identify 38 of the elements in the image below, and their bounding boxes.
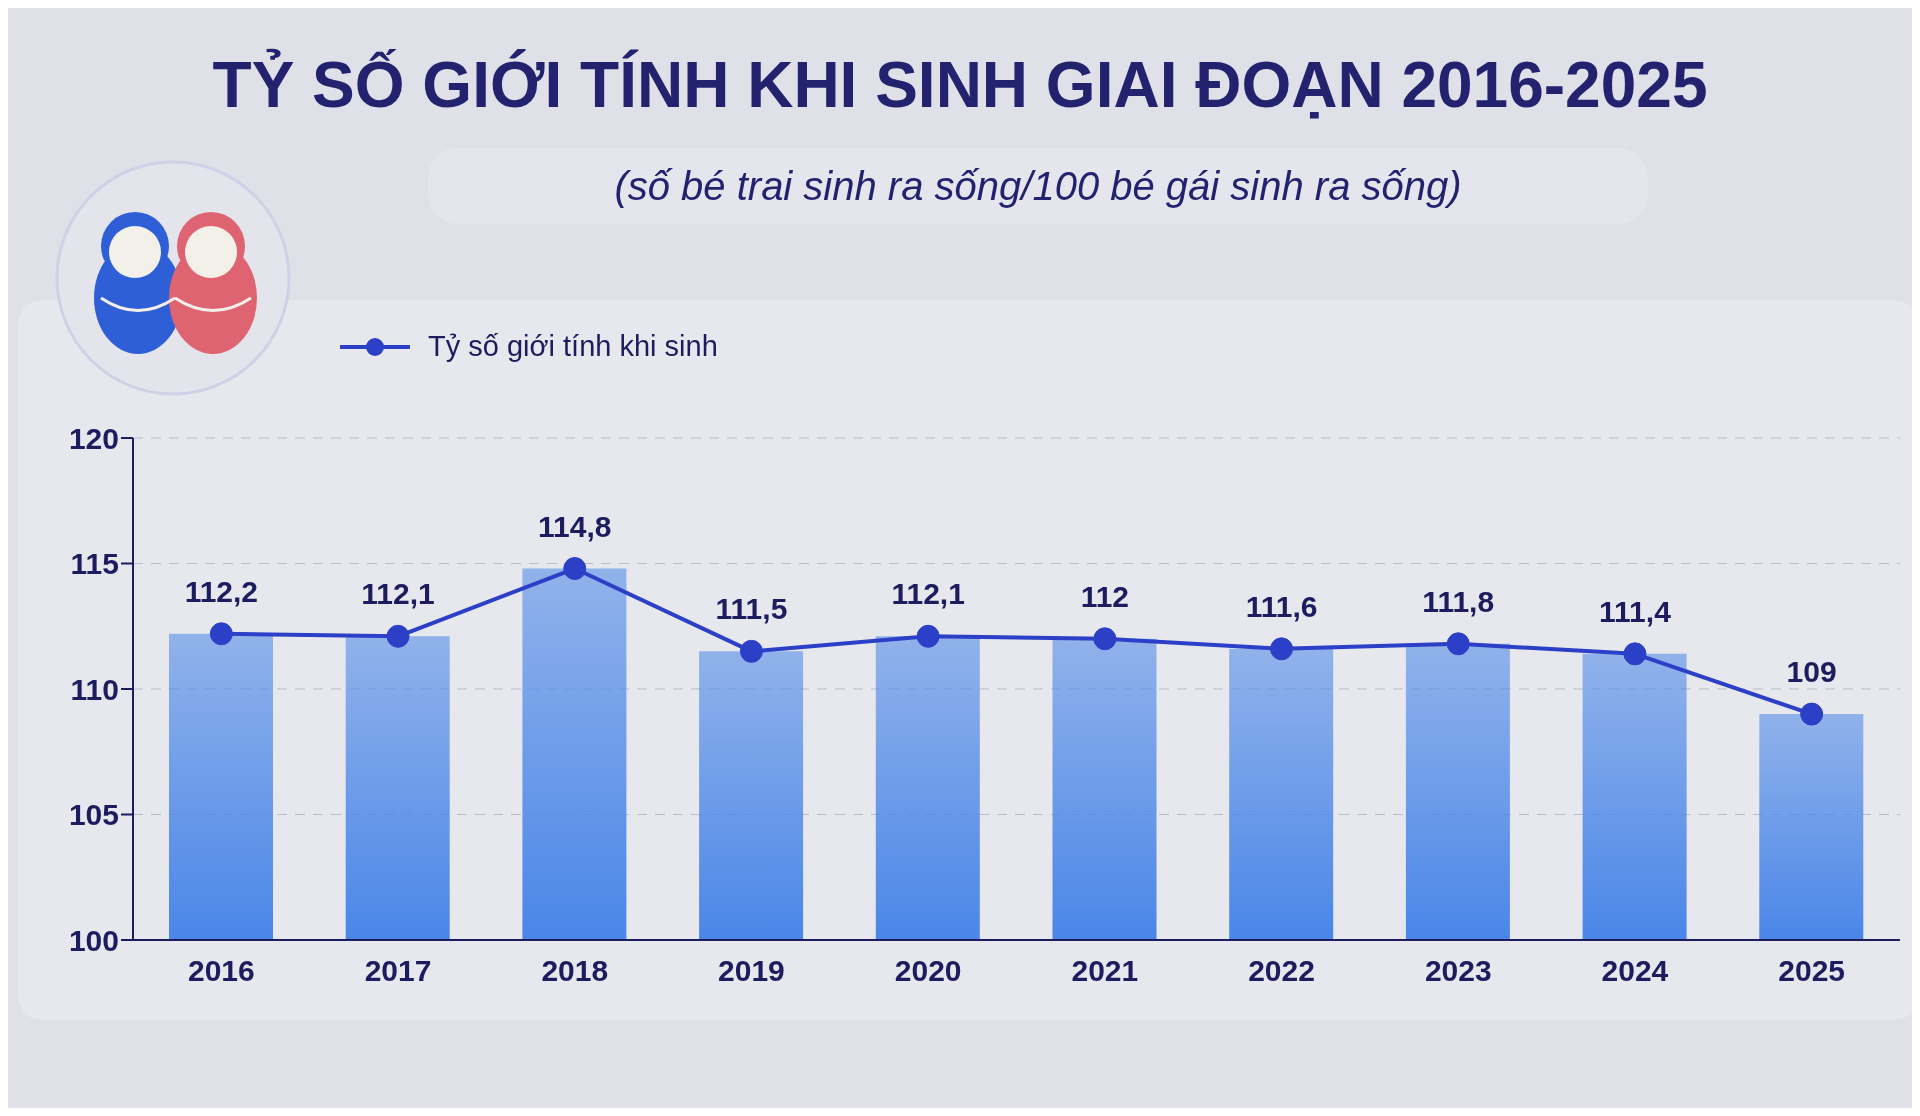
x-tick-label: 2020 [894,954,962,988]
data-label: 109 [1786,655,1837,689]
point [386,624,410,648]
data-label: 114,8 [538,509,612,543]
data-label: 111,8 [1422,584,1495,618]
data-label: 112,2 [184,574,259,608]
x-tick-label: 2017 [364,954,432,988]
y-tick-label: 100 [68,923,119,957]
y-tick-label: 110 [70,672,119,706]
x-tick-label: 2024 [1601,954,1669,988]
legend-label: Tỷ số giới tính khi sinh [428,330,718,363]
point [1623,642,1647,666]
data-label: 112,1 [891,577,965,611]
x-tick-label: 2018 [541,954,609,988]
y-tick-label: 120 [68,421,119,455]
point [1446,632,1470,656]
point [563,557,587,581]
x-tick-label: 2019 [718,954,785,988]
point [1800,702,1824,726]
point [209,622,233,646]
x-tick-label: 2023 [1424,954,1492,988]
point [916,624,940,648]
x-tick-label: 2021 [1071,954,1139,988]
data-label: 111,5 [715,592,788,626]
data-label: 111,4 [1599,594,1672,628]
point [1093,627,1117,651]
y-tick-label: 115 [70,547,119,581]
x-tick-label: 2022 [1248,954,1315,988]
x-tick-label: 2016 [187,954,255,988]
point [1270,637,1294,661]
x-tick-label: 2025 [1778,954,1846,988]
data-label: 112 [1080,579,1130,613]
data-label: 111,6 [1245,589,1318,623]
chart-title: TỶ SỐ GIỚI TÍNH KHI SINH GIAI ĐOẠN 2016-2025 [211,48,1709,122]
data-label: 112,1 [361,577,435,611]
point [739,639,763,663]
y-tick-label: 105 [68,798,119,832]
chart-subtitle: (số bé trai sinh ra sống/100 bé gái sinh ra sống) [428,148,1648,224]
